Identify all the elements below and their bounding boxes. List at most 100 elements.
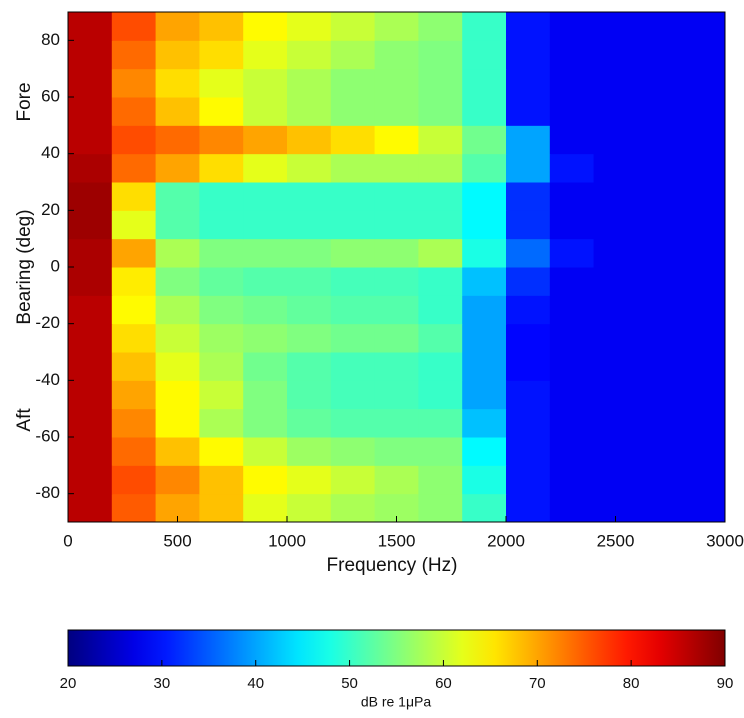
heatmap-cell	[593, 352, 638, 381]
colorbar-tick-label: 90	[717, 675, 734, 692]
heatmap-cell	[155, 153, 200, 183]
heatmap-cell	[68, 352, 113, 381]
heatmap-cell	[462, 210, 507, 240]
heatmap-cell	[681, 408, 726, 438]
heatmap-cell	[374, 437, 419, 466]
heatmap-cell	[462, 153, 507, 183]
colorbar-tick-label: 50	[341, 675, 358, 692]
heatmap-cell	[68, 323, 113, 353]
heatmap-cell	[418, 12, 463, 41]
heatmap-cell	[506, 97, 551, 126]
heatmap-cell	[593, 380, 638, 410]
heatmap-cell	[681, 493, 726, 523]
heatmap-cell	[111, 210, 157, 240]
heatmap-cell	[637, 97, 682, 126]
colorbar-tick-label: 70	[529, 675, 546, 692]
heatmap-cell	[593, 465, 638, 495]
heatmap-cell	[287, 408, 332, 438]
heatmap-cell	[111, 125, 157, 155]
heatmap-cell	[637, 40, 682, 70]
heatmap-cell	[549, 97, 595, 126]
heatmap-cell	[199, 68, 244, 98]
heatmap-cell	[199, 380, 244, 410]
heatmap-cell	[111, 295, 157, 325]
y-tick-label: -80	[35, 483, 60, 502]
heatmap-cell	[68, 97, 113, 126]
heatmap-cell	[199, 437, 244, 466]
heatmap-cell	[155, 323, 200, 353]
heatmap-cell	[418, 493, 463, 523]
y-tick-label: 80	[41, 30, 60, 49]
y-tick-label: -60	[35, 426, 60, 445]
heatmap-cell	[199, 210, 244, 240]
heatmap-cell	[549, 352, 595, 381]
heatmap-cell	[418, 68, 463, 98]
heatmap-cell	[681, 267, 726, 296]
heatmap-cell	[199, 267, 244, 296]
heatmap-cell	[155, 12, 200, 41]
annotation: Fore	[14, 82, 35, 121]
heatmap-cell	[549, 153, 595, 183]
heatmap-cell	[681, 153, 726, 183]
heatmap-cell	[681, 238, 726, 268]
heatmap-cell	[506, 437, 551, 466]
heatmap-cell	[287, 295, 332, 325]
heatmap-cell	[330, 465, 376, 495]
heatmap-cell	[593, 408, 638, 438]
heatmap-cell	[506, 493, 551, 523]
heatmap-cell	[418, 153, 463, 183]
heatmap-cell	[637, 493, 682, 523]
heatmap-cell	[111, 267, 157, 296]
heatmap-cell	[549, 68, 595, 98]
heatmap-cell	[199, 465, 244, 495]
heatmap-cell	[418, 125, 463, 155]
heatmap-cell	[593, 238, 638, 268]
heatmap-cell	[330, 68, 376, 98]
heatmap-cell	[243, 210, 288, 240]
colorbar-tick-label: 80	[623, 675, 640, 692]
heatmap-cell	[243, 352, 288, 381]
heatmap-cell	[418, 408, 463, 438]
heatmap-cell	[506, 125, 551, 155]
heatmap-cell	[330, 323, 376, 353]
heatmap-cell	[374, 68, 419, 98]
heatmap-cell	[374, 352, 419, 381]
heatmap-cell	[681, 125, 726, 155]
heatmap-cell	[637, 465, 682, 495]
heatmap-cell	[462, 182, 507, 211]
heatmap	[68, 12, 726, 523]
heatmap-cell	[199, 97, 244, 126]
heatmap-cell	[506, 153, 551, 183]
heatmap-cell	[374, 12, 419, 41]
heatmap-cell	[111, 68, 157, 98]
heatmap-cell	[330, 437, 376, 466]
y-tick-label: -40	[35, 370, 60, 389]
heatmap-cell	[462, 437, 507, 466]
heatmap-cell	[199, 12, 244, 41]
heatmap-cell	[68, 295, 113, 325]
heatmap-cell	[243, 437, 288, 466]
heatmap-cell	[506, 238, 551, 268]
colorbar-tick-label: 40	[247, 675, 264, 692]
heatmap-cell	[330, 125, 376, 155]
heatmap-cell	[199, 493, 244, 523]
heatmap-cell	[593, 12, 638, 41]
heatmap-cell	[199, 295, 244, 325]
heatmap-cell	[418, 182, 463, 211]
heatmap-cell	[593, 153, 638, 183]
heatmap-cell	[374, 210, 419, 240]
heatmap-cell	[506, 68, 551, 98]
heatmap-cell	[287, 68, 332, 98]
heatmap-cell	[462, 238, 507, 268]
heatmap-cell	[681, 465, 726, 495]
heatmap-cell	[593, 182, 638, 211]
y-tick-label: 20	[41, 200, 60, 219]
heatmap-cell	[243, 12, 288, 41]
heatmap-cell	[330, 182, 376, 211]
heatmap-cell	[637, 12, 682, 41]
heatmap-cell	[681, 437, 726, 466]
heatmap-cell	[68, 210, 113, 240]
heatmap-cell	[506, 210, 551, 240]
heatmap-cell	[418, 352, 463, 381]
heatmap-cell	[374, 323, 419, 353]
